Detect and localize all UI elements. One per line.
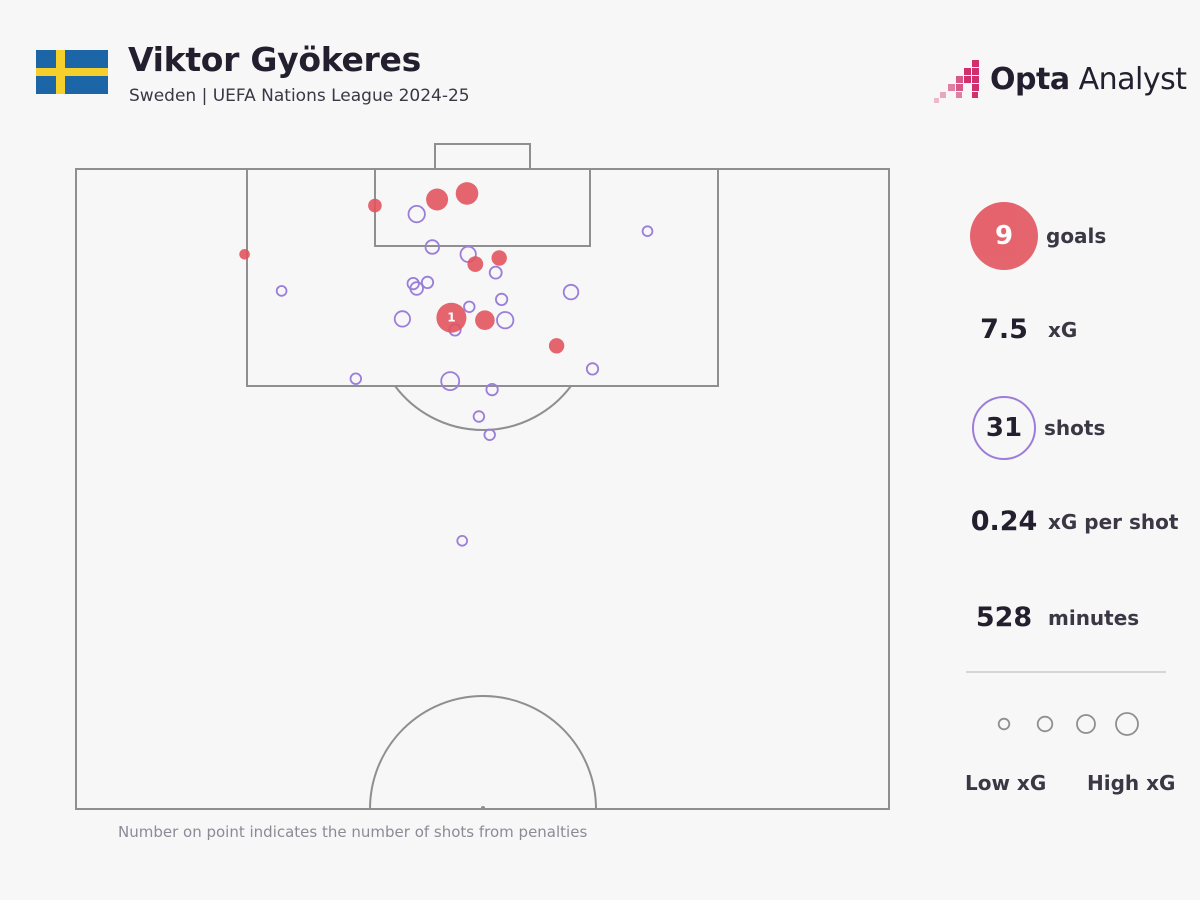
shot-point (472, 410, 486, 423)
goals-value: 9 (970, 202, 1038, 270)
shot-point (562, 283, 580, 301)
stat-goals: 9 goals (968, 202, 1106, 270)
stat-minutes: 528 minutes (968, 602, 1139, 633)
opta-logo-text: Opta Analyst (990, 62, 1187, 97)
shot-point (406, 276, 420, 291)
stats-divider (966, 671, 1166, 673)
stat-shots: 31 shots (968, 396, 1105, 460)
shot-map-pitch: 1 (75, 143, 890, 810)
shot-point (463, 300, 476, 314)
goal-point (475, 310, 495, 331)
goal-point (491, 250, 507, 266)
shot-point (407, 205, 426, 224)
goal-point (239, 249, 250, 260)
legend-size-circle (1115, 712, 1139, 736)
shot-point (440, 371, 461, 392)
goal-point (368, 198, 382, 213)
shot-point (585, 362, 600, 376)
shot-point (496, 311, 515, 330)
shot-point (456, 534, 469, 547)
shot-point (485, 382, 499, 397)
six-yard-box (374, 168, 591, 247)
sweden-flag-icon (36, 50, 108, 94)
goals-label: goals (1046, 224, 1107, 248)
shot-point (483, 428, 496, 442)
penalty-arc (394, 385, 572, 431)
goal-point (426, 188, 449, 211)
goal-point (548, 338, 565, 354)
legend-high-label: High xG (1087, 771, 1176, 795)
shot-point (275, 285, 288, 297)
center-circle (369, 695, 597, 810)
goal-frame (434, 143, 531, 170)
shot-point (488, 265, 503, 280)
xg-label: xG (1048, 317, 1078, 342)
shot-point (420, 275, 435, 289)
page-subtitle: Sweden | UEFA Nations League 2024-25 (129, 86, 470, 106)
goal-point (436, 302, 467, 333)
stat-xg: 7.5 xG (968, 314, 1077, 345)
shot-point (349, 372, 363, 385)
footnote: Number on point indicates the number of … (118, 823, 588, 841)
goal-point (455, 182, 479, 205)
legend-size-circle (997, 717, 1011, 731)
xg-size-legend (997, 712, 1139, 736)
legend-size-circle (1076, 714, 1096, 734)
legend-low-label: Low xG (965, 771, 1047, 795)
xg-value: 7.5 (980, 314, 1028, 345)
stat-xg-per-shot: 0.24 xG per shot (968, 506, 1179, 537)
legend-size-circle (1036, 715, 1054, 733)
xg-per-shot-label: xG per shot (1048, 509, 1179, 534)
shot-point (393, 310, 411, 328)
page-title: Viktor Gyökeres (128, 40, 421, 79)
shot-point (424, 239, 441, 255)
shots-value: 31 (972, 396, 1036, 460)
minutes-value: 528 (975, 602, 1033, 633)
xg-per-shot-value: 0.24 (970, 506, 1038, 537)
penalty-count-label: 1 (447, 311, 455, 325)
shot-point (494, 292, 509, 306)
center-spot (481, 806, 485, 810)
logo-suffix: Analyst (1069, 62, 1187, 97)
shots-label: shots (1044, 416, 1106, 440)
shot-point (641, 225, 654, 238)
goal-point (467, 256, 484, 272)
opta-logo-icon (934, 60, 979, 103)
logo-brand: Opta (990, 62, 1070, 97)
penalty-box (246, 168, 719, 387)
minutes-label: minutes (1048, 605, 1140, 630)
